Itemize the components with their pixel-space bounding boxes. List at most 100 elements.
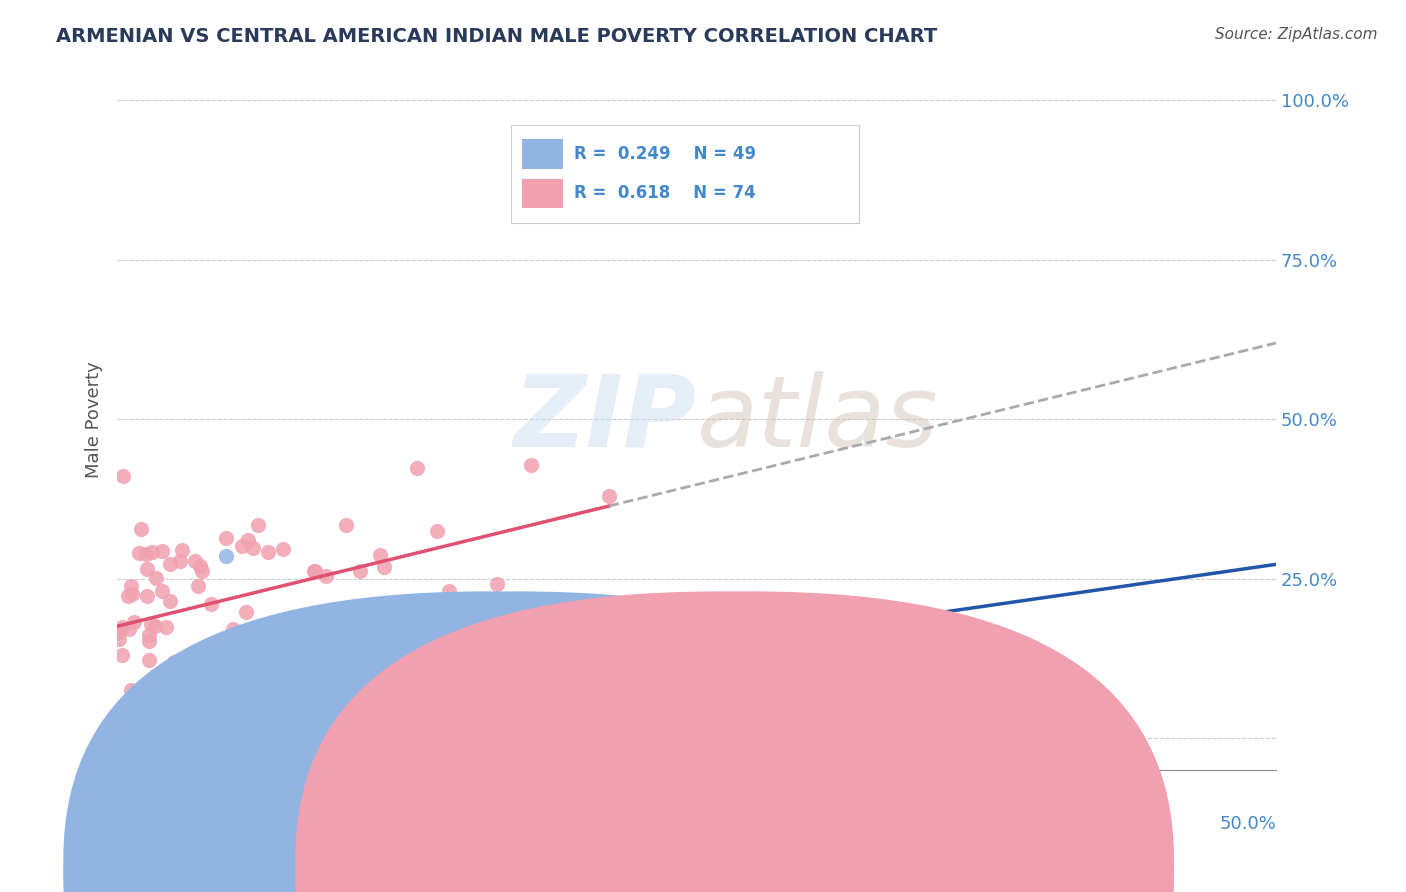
Text: atlas: atlas: [696, 371, 938, 467]
Point: [141, 701, 163, 715]
Point: [239, 739, 262, 753]
Point: [107, 624, 129, 639]
Point: [187, 579, 209, 593]
Text: 0.0%: 0.0%: [117, 815, 163, 833]
Point: [304, 564, 326, 578]
Point: [108, 632, 131, 646]
Point: [512, 632, 534, 646]
Point: [486, 576, 509, 591]
Point: [160, 713, 183, 727]
Point: [112, 469, 135, 483]
Point: [188, 684, 211, 698]
Point: [314, 658, 336, 673]
Point: [128, 546, 150, 560]
Point: [111, 620, 134, 634]
Point: [110, 648, 132, 663]
Point: [238, 533, 260, 548]
Point: [450, 687, 472, 701]
Point: [215, 531, 238, 545]
Point: [222, 622, 245, 636]
Point: [209, 642, 232, 657]
Point: [212, 763, 235, 777]
Point: [134, 690, 156, 704]
Text: ZIP: ZIP: [513, 371, 696, 467]
Point: [232, 657, 254, 671]
Point: [114, 749, 136, 764]
Point: [235, 605, 257, 619]
Point: [143, 618, 166, 632]
Point: [222, 633, 245, 648]
Point: [284, 710, 307, 724]
Point: [186, 683, 208, 698]
Point: [186, 694, 208, 708]
Point: [112, 763, 135, 777]
Point: [242, 541, 264, 556]
Point: [173, 763, 195, 777]
Point: [349, 564, 371, 578]
Point: [315, 569, 337, 583]
Point: [128, 763, 150, 777]
Point: [129, 738, 152, 752]
Y-axis label: Male Poverty: Male Poverty: [86, 360, 103, 477]
Point: [121, 587, 143, 601]
Point: [159, 594, 181, 608]
Point: [368, 548, 391, 562]
Point: [132, 679, 155, 693]
Text: Armenians: Armenians: [517, 861, 607, 879]
Point: [120, 683, 142, 698]
Point: [370, 610, 392, 624]
Point: [124, 688, 146, 702]
Point: [108, 702, 131, 716]
Point: [298, 653, 321, 667]
Point: [129, 758, 152, 772]
Point: [598, 490, 620, 504]
Point: [111, 714, 134, 728]
Point: [426, 524, 449, 538]
Point: [148, 763, 170, 777]
Point: [146, 746, 169, 760]
Point: [215, 657, 238, 672]
Point: [200, 597, 222, 611]
Point: [169, 554, 191, 568]
Point: [136, 562, 159, 576]
Point: [226, 657, 249, 672]
Point: [163, 655, 186, 669]
Text: 50.0%: 50.0%: [1219, 815, 1277, 833]
Point: [231, 540, 253, 554]
Point: [209, 654, 232, 668]
Point: [193, 665, 215, 679]
Point: [150, 544, 173, 558]
Point: [117, 590, 139, 604]
Point: [159, 709, 181, 723]
Point: [184, 554, 207, 568]
Point: [273, 542, 295, 557]
Point: [138, 716, 160, 731]
Point: [454, 640, 477, 654]
Point: [146, 684, 169, 698]
Point: [153, 679, 176, 693]
Point: [149, 712, 172, 726]
Point: [153, 729, 176, 743]
Point: [118, 728, 141, 742]
Point: [188, 558, 211, 573]
Text: Central American Indians: Central American Indians: [710, 861, 921, 879]
Point: [194, 679, 217, 693]
Point: [191, 564, 214, 578]
Point: [121, 763, 143, 777]
Point: [170, 543, 193, 558]
Point: [190, 680, 212, 694]
Point: [246, 518, 269, 533]
Point: [405, 461, 427, 475]
Point: [125, 755, 148, 769]
Point: [150, 584, 173, 599]
Point: [373, 559, 395, 574]
Point: [214, 549, 236, 564]
Point: [152, 690, 174, 704]
Point: [145, 571, 167, 585]
Point: [141, 545, 163, 559]
Point: [384, 714, 406, 728]
Point: [496, 747, 519, 762]
Point: [129, 522, 152, 536]
Point: [519, 458, 541, 473]
Point: [177, 763, 200, 777]
